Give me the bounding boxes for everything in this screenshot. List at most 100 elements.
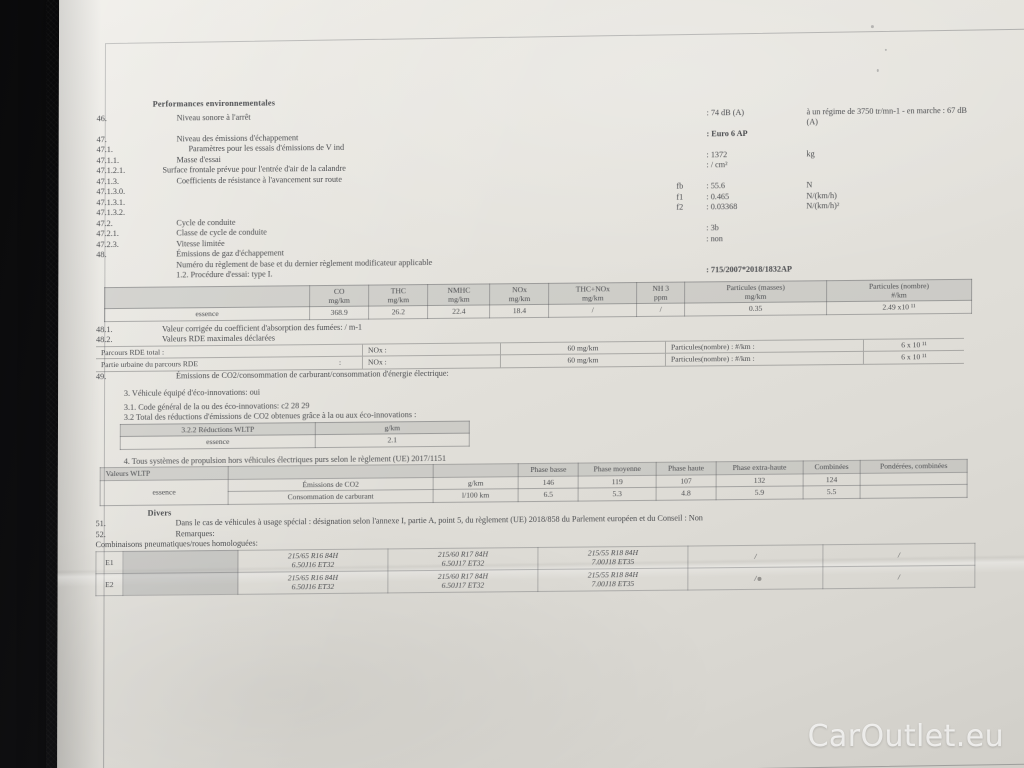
wltp-fuel: essence — [100, 479, 229, 506]
spec-symbol — [676, 150, 706, 161]
paper-speck — [876, 68, 879, 73]
spec-unit — [807, 126, 977, 138]
wltp-value — [860, 484, 968, 499]
tyre-cell: 215/55 R18 84H 7.00J18 ET35 — [537, 545, 688, 570]
spec-number: 47.1.3.1. — [96, 197, 126, 207]
spec-number: 51. — [95, 519, 106, 529]
spec-unit: N/(km/h)² — [806, 201, 840, 211]
wltp-value: 5.9 — [716, 486, 803, 500]
cell-fuel: essence — [120, 435, 316, 450]
eco-reductions-table: 3.2.2 Réductions WLTP g/km essence 2.1 — [120, 421, 470, 450]
tyre-cell: 215/55 R18 84H 7.00J18 ET35 — [537, 567, 688, 592]
spec-value — [706, 254, 806, 255]
cell-thc: 26.2 — [368, 306, 428, 320]
wltp-value: 107 — [655, 474, 717, 488]
wltp-value: 5.3 — [578, 487, 656, 501]
spec-number: 47. — [96, 134, 107, 144]
spec-number: 48.2. — [96, 335, 113, 345]
cell-particles-number: 2.49 x10 ¹¹ — [826, 300, 972, 315]
spec-number: 47.2.3. — [96, 239, 119, 249]
spec-number: 47.2.1. — [96, 228, 119, 239]
wltp-value: 124 — [802, 473, 861, 487]
col-nox: NOx mg/km — [489, 282, 550, 306]
tyre-cell: / — [687, 566, 823, 590]
cell-reduction-value: 2.1 — [315, 433, 470, 448]
spec-unit: à un régime de 3750 tr/mn-1 - en marche … — [806, 105, 967, 127]
cell-particles-mass: 0.35 — [684, 302, 827, 317]
spec-number: 48.1. — [96, 325, 113, 335]
col-blank — [104, 285, 310, 310]
tyre-shaded-cell — [122, 572, 238, 596]
spec-unit — [806, 231, 976, 243]
col-particles-mass: Particules (masses) mg/km — [684, 280, 827, 304]
tyre-cell: / — [822, 543, 975, 567]
spec-symbol: f1 — [676, 192, 684, 202]
rde-particles-label: Particules(nombre) : #/km : — [665, 351, 864, 367]
col-particles-number: Particules (nombre) #/km — [826, 278, 972, 303]
cell-co: 368.9 — [309, 306, 369, 320]
tyre-cell: / — [687, 544, 823, 568]
spec-number: 47.2. — [96, 218, 113, 228]
spec-unit — [806, 263, 976, 275]
spec-symbol — [677, 129, 707, 140]
spec-lines: 46. Niveau sonore à l'arrêt: 74 dB (A) à u… — [96, 105, 976, 281]
rde-sep: : — [317, 356, 363, 370]
wltp-value: 4.8 — [655, 487, 717, 501]
spec-symbol: f2 — [676, 202, 684, 212]
wltp-value: 5.5 — [802, 485, 861, 499]
wltp-value: 119 — [578, 475, 656, 489]
spec-symbol — [677, 108, 707, 129]
paper-speck — [870, 25, 874, 29]
rde-sep — [317, 344, 363, 358]
background-left-strip — [0, 0, 46, 768]
col-thc-nox: THC+NOx mg/km — [549, 282, 637, 305]
tyre-cell: 215/60 R17 84H 6.50J17 ET32 — [387, 547, 538, 571]
wltp-value: 6.5 — [518, 488, 579, 502]
spec-number: 47.1.1. — [96, 155, 120, 165]
col-ponderees-combinees: Pondérées, combinées — [860, 459, 968, 474]
col-combinees: Combinées — [802, 460, 861, 474]
spec-value: : 715/2007*2018/1832AP — [706, 264, 792, 275]
wltp-value: 146 — [518, 475, 579, 490]
spec-symbol — [676, 160, 706, 171]
spec-symbol: fb — [676, 181, 684, 191]
tyre-cell: 215/65 R16 84H 6.50J16 ET32 — [237, 548, 388, 573]
wltp-row-unit: l/100 km — [433, 489, 519, 503]
spec-number: 52. — [95, 529, 106, 540]
cell-thc-nox: / — [549, 304, 637, 318]
tyre-combinations-table: E1 215/65 R16 84H 6.50J16 ET32 215/60 R1… — [95, 543, 975, 596]
spec-symbol — [676, 234, 706, 245]
spec-symbol — [676, 265, 706, 276]
col-phase-moyenne: Phase moyenne — [578, 462, 656, 476]
tyre-row-code: E1 — [95, 551, 123, 574]
rde-pollutant: NOx : — [362, 355, 501, 370]
rde-particles-value: 6 x 10 ¹¹ — [863, 350, 964, 365]
spec-unit — [806, 158, 976, 170]
spec-symbol — [676, 223, 706, 234]
wltp-row-unit: g/km — [433, 476, 519, 490]
spec-value: : Euro 6 AP — [706, 128, 748, 138]
spec-value: : 74 dB (A) — [706, 107, 745, 117]
wltp-value — [860, 472, 968, 486]
paper-speck — [884, 48, 887, 51]
spec-number: 48. — [96, 250, 107, 260]
spec-value: : / cm² — [706, 160, 728, 170]
tyre-cell: 215/65 R16 84H 6.50J16 ET32 — [237, 570, 388, 595]
wltp-value: 132 — [716, 473, 803, 488]
spec-number: 47.1. — [96, 145, 113, 155]
spec-number: 47.1.2.1. — [96, 165, 126, 176]
spec-number: 49. — [95, 372, 107, 382]
spec-number: 47.1.3.0. — [96, 186, 126, 197]
cell-nox: 18.4 — [489, 304, 550, 318]
spec-number: 46. — [96, 113, 107, 123]
col-co: CO mg/km — [309, 284, 369, 308]
spec-number: 47.1.3. — [96, 176, 119, 186]
col-nmhc: NMHC mg/km — [427, 283, 490, 307]
col-phase-basse: Phase basse — [518, 463, 579, 477]
document-content: Performances environnementales 46. Niveau… — [95, 92, 976, 596]
cell-nh3: / — [636, 303, 685, 317]
col-nh3: NH 3 ppm — [636, 281, 685, 305]
wltp-corner-label: Valeurs WLTP — [100, 466, 229, 481]
spec-value: : 0.03368 — [706, 202, 738, 212]
rde-particles-value: 6 x 10 ¹¹ — [863, 338, 964, 352]
